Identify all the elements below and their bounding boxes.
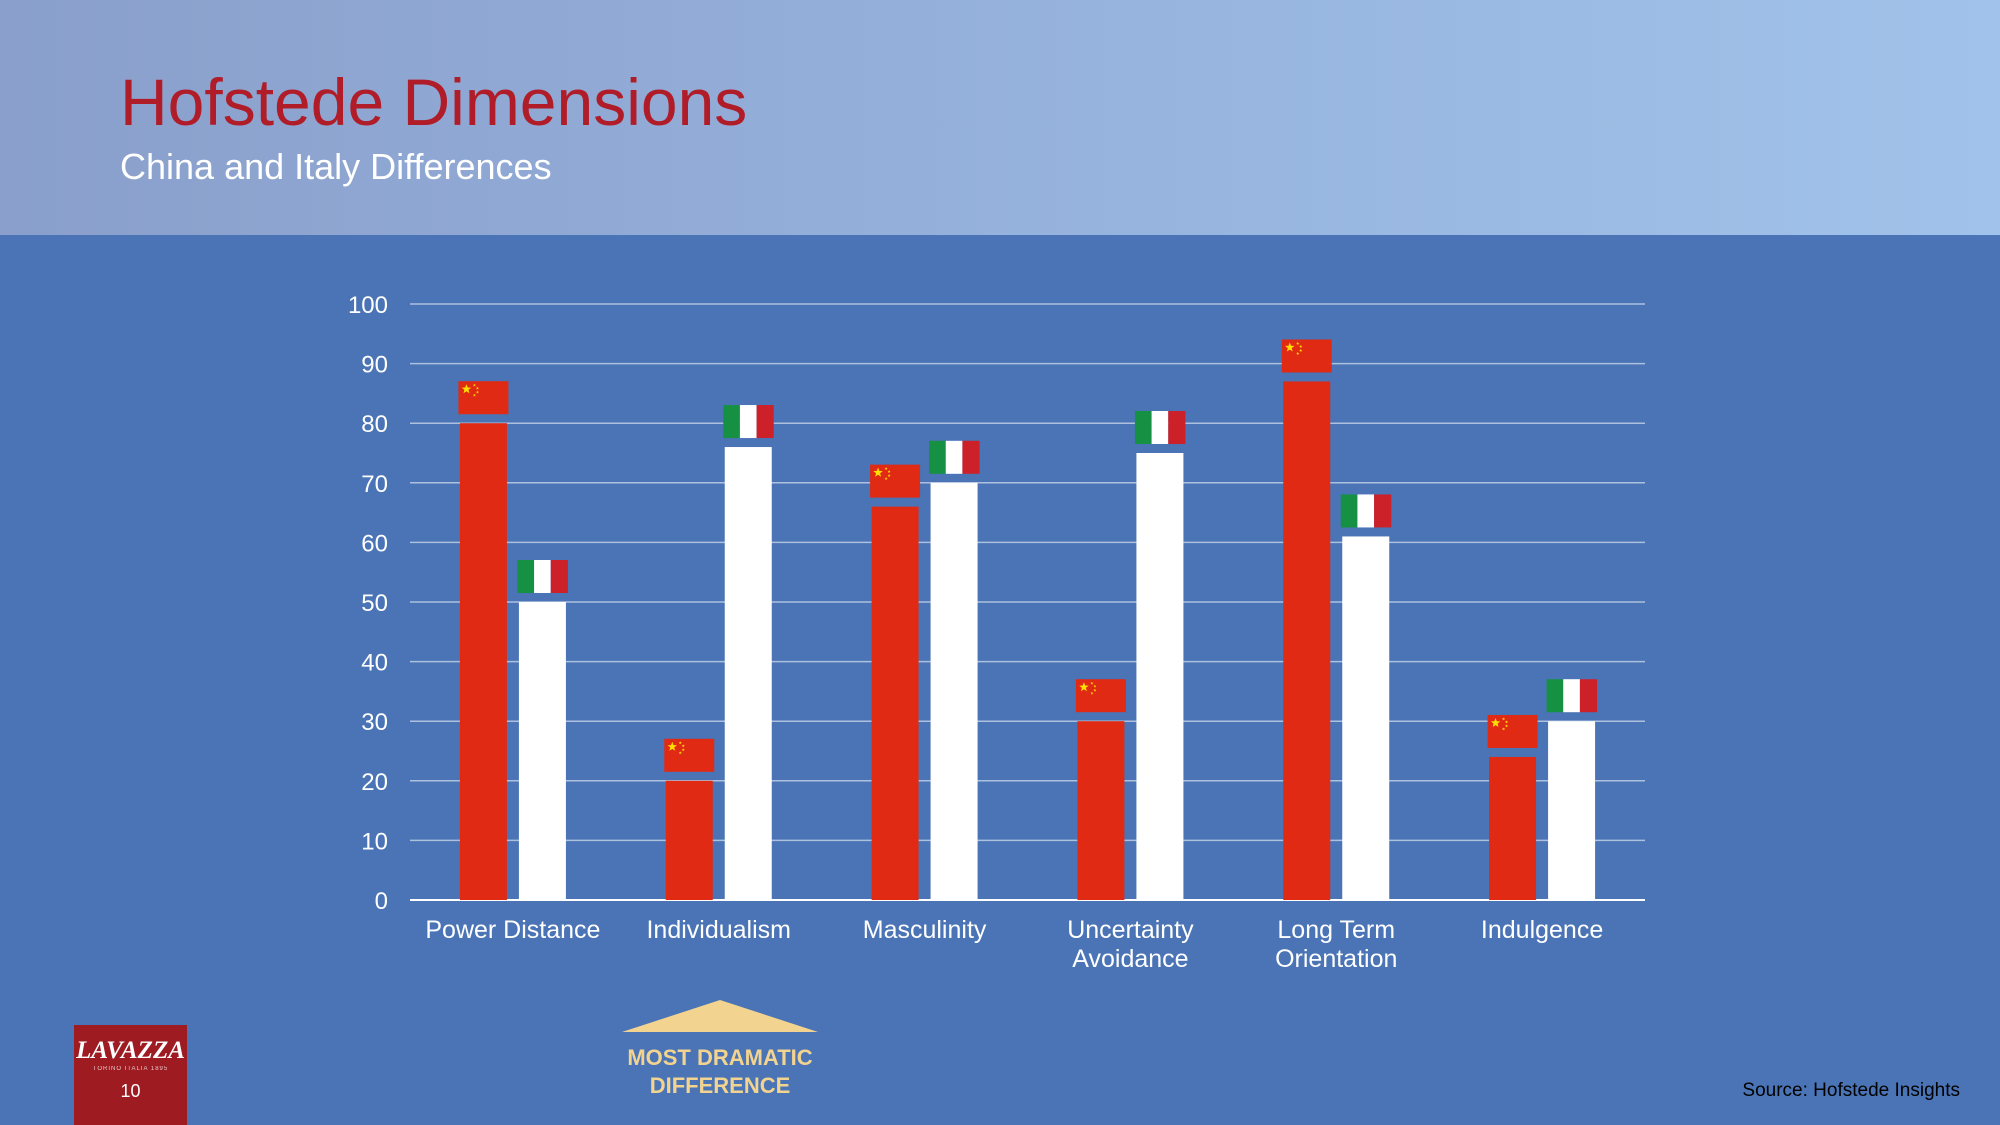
y-tick-label: 70 (361, 471, 388, 498)
category-label: Orientation (1275, 945, 1397, 973)
logo-brand: LAVAZZA (76, 1037, 185, 1064)
bar-italy (1342, 536, 1390, 900)
up-arrow-icon (622, 1000, 818, 1032)
category-label: Avoidance (1072, 945, 1188, 973)
china-flag-icon (870, 464, 921, 498)
italy-flag-icon (929, 440, 980, 474)
category-label: Uncertainty (1067, 916, 1194, 944)
bar-italy (930, 482, 978, 900)
callout-line-1: MOST DRAMATIC (627, 1045, 813, 1070)
lavazza-logo: LAVAZZA TORINO ITALIA 1895 10 (74, 1025, 187, 1125)
header-band (0, 0, 2000, 235)
y-tick-label: 20 (361, 769, 388, 796)
y-tick-label: 100 (348, 292, 388, 319)
logo-tagline: TORINO ITALIA 1895 (92, 1066, 169, 1072)
china-flag-icon (458, 381, 509, 415)
category-label: Masculinity (863, 916, 987, 944)
y-tick-label: 30 (361, 709, 388, 736)
y-tick-label: 40 (361, 650, 388, 677)
category-label: Long Term (1277, 916, 1395, 944)
y-tick-label: 80 (361, 411, 388, 438)
source-note: Source: Hofstede Insights (1742, 1080, 1960, 1101)
bar-china (1489, 756, 1537, 900)
category-label: Power Distance (425, 916, 600, 944)
y-tick-label: 10 (361, 828, 388, 855)
china-flag-icon (664, 738, 715, 772)
bar-china (1077, 721, 1125, 900)
callout-line-2: DIFFERENCE (649, 1073, 791, 1098)
y-tick-label: 50 (361, 590, 388, 617)
italy-flag-icon (517, 560, 568, 593)
bar-italy (1136, 453, 1184, 900)
bar-china (459, 423, 507, 900)
italy-flag-icon (723, 405, 774, 439)
y-tick-label: 60 (361, 530, 388, 557)
bar-italy (1548, 721, 1596, 900)
italy-flag-icon (1340, 494, 1392, 528)
bar-italy (724, 447, 772, 900)
most-dramatic-callout: MOST DRAMATIC DIFFERENCE (620, 1000, 820, 1100)
bar-italy (518, 602, 566, 900)
page-title: Hofstede Dimensions (120, 65, 748, 139)
page-number: 10 (120, 1081, 141, 1101)
bar-china (665, 780, 713, 900)
y-tick-label: 0 (375, 888, 388, 915)
china-flag-icon (1075, 679, 1126, 713)
page-subtitle: China and Italy Differences (120, 146, 552, 187)
italy-flag-icon (1134, 411, 1186, 444)
y-tick-label: 90 (361, 352, 388, 379)
category-label: Indulgence (1481, 916, 1603, 944)
bar-china (871, 506, 919, 900)
italy-flag-icon (1546, 679, 1598, 713)
category-label: Individualism (646, 916, 791, 944)
china-flag-icon (1487, 714, 1538, 748)
china-flag-icon (1281, 339, 1332, 373)
bar-china (1283, 381, 1331, 901)
